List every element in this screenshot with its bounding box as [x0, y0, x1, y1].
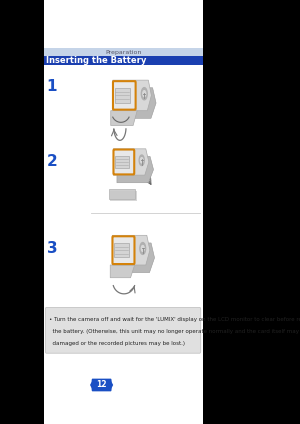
Text: the battery. (Otherwise, this unit may no longer operate normally and the card i: the battery. (Otherwise, this unit may n…: [49, 329, 300, 334]
Text: 1: 1: [46, 79, 57, 95]
FancyBboxPatch shape: [114, 243, 129, 257]
Polygon shape: [117, 156, 154, 183]
Circle shape: [143, 91, 146, 97]
FancyBboxPatch shape: [44, 48, 203, 56]
Text: damaged or the recorded pictures may be lost.): damaged or the recorded pictures may be …: [49, 341, 185, 346]
FancyBboxPatch shape: [44, 0, 203, 424]
Circle shape: [141, 88, 147, 100]
Circle shape: [139, 155, 144, 165]
Polygon shape: [111, 380, 113, 390]
Polygon shape: [116, 243, 154, 273]
FancyBboxPatch shape: [115, 88, 130, 103]
Polygon shape: [110, 265, 135, 278]
FancyBboxPatch shape: [92, 379, 112, 391]
Text: 12: 12: [96, 380, 107, 390]
Circle shape: [140, 158, 143, 163]
Polygon shape: [112, 235, 150, 265]
Polygon shape: [90, 380, 92, 390]
Polygon shape: [111, 111, 137, 126]
Text: Inserting the Battery: Inserting the Battery: [46, 56, 146, 65]
Text: Preparation: Preparation: [105, 50, 142, 55]
FancyBboxPatch shape: [113, 150, 134, 174]
Text: 2: 2: [46, 153, 57, 169]
Polygon shape: [109, 189, 135, 199]
FancyBboxPatch shape: [45, 307, 201, 353]
Polygon shape: [116, 88, 156, 118]
FancyBboxPatch shape: [44, 56, 203, 65]
Polygon shape: [113, 80, 152, 111]
FancyBboxPatch shape: [115, 156, 129, 168]
FancyBboxPatch shape: [113, 81, 136, 110]
FancyBboxPatch shape: [112, 236, 134, 264]
Text: • Turn the camera off and wait for the 'LUMIX' display on the LCD monitor to cle: • Turn the camera off and wait for the '…: [49, 317, 300, 322]
Polygon shape: [113, 149, 149, 175]
Polygon shape: [110, 191, 137, 201]
Circle shape: [140, 243, 146, 254]
Text: 3: 3: [46, 241, 57, 257]
Circle shape: [141, 245, 144, 251]
